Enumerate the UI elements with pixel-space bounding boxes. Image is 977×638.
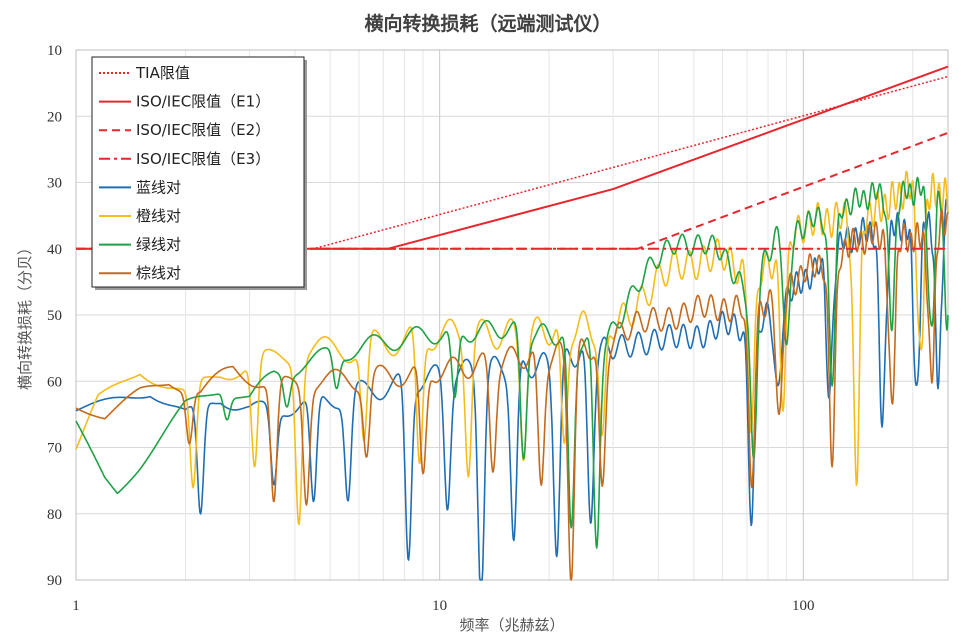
tick-labels: 10 20 30 40 50 60 70 80 90 1 10 100 [47, 43, 815, 614]
series-line-3 [75, 176, 949, 549]
x-axis-label: 频率（兆赫兹） [459, 616, 564, 634]
legend-label: ISO/IEC限值（E1） [136, 93, 270, 111]
y-tick-label: 70 [47, 441, 62, 457]
y-tick-label: 20 [47, 109, 62, 125]
x-tick-label: 1 [72, 598, 80, 614]
legend-label: 蓝线对 [136, 178, 181, 196]
y-tick-label: 90 [47, 573, 62, 589]
y-tick-label: 10 [47, 43, 62, 59]
chart-title: 横向转换损耗（远端测试仪） [364, 12, 611, 35]
series-line-1 [75, 198, 949, 581]
series-line-4 [75, 208, 949, 581]
y-tick-label: 50 [47, 308, 62, 324]
y-tick-label: 30 [47, 176, 62, 192]
x-tick-label: 10 [432, 598, 447, 614]
legend-label: ISO/IEC限值（E2） [136, 121, 270, 139]
legend-label: TIA限值 [135, 64, 190, 82]
x-tick-label: 100 [792, 598, 815, 614]
legend-box [91, 56, 305, 288]
series-line-2 [75, 170, 949, 526]
y-tick-label: 80 [47, 507, 62, 523]
y-tick-label: 40 [47, 242, 62, 258]
legend-label: 棕线对 [136, 264, 181, 282]
legend: TIA限值 ISO/IEC限值（E1） ISO/IEC限值（E2） ISO/IEC限值… [91, 56, 307, 290]
plot-border [75, 49, 949, 581]
legend-label: 橙线对 [136, 207, 181, 225]
y-axis-label: 横向转换损耗（分贝） [16, 240, 34, 390]
legend-label: ISO/IEC限值（E3） [136, 150, 270, 168]
legend-label: 绿线对 [136, 236, 181, 254]
y-tick-label: 60 [47, 374, 62, 390]
